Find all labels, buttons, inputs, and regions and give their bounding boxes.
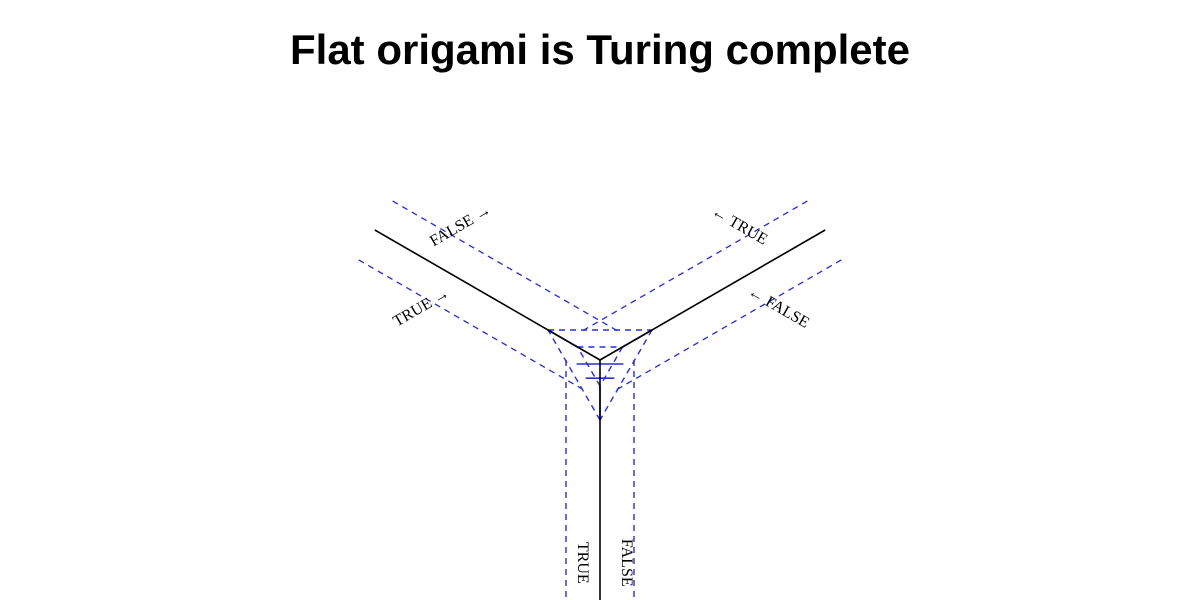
- svg-text:FALSE →: FALSE →: [427, 201, 494, 250]
- svg-text:← FALSE: ← FALSE: [745, 283, 812, 332]
- page: Flat origami is Turing complete FALSE →T…: [0, 0, 1200, 600]
- svg-text:TRUE: TRUE: [574, 542, 591, 584]
- svg-text:FALSE: FALSE: [618, 539, 635, 587]
- origami-diagram: FALSE → TRUE → ← TRUE ← FALSE TRUE FALSE: [0, 0, 1200, 600]
- svg-text:← TRUE: ← TRUE: [709, 203, 771, 248]
- svg-text:TRUE →: TRUE →: [390, 285, 452, 331]
